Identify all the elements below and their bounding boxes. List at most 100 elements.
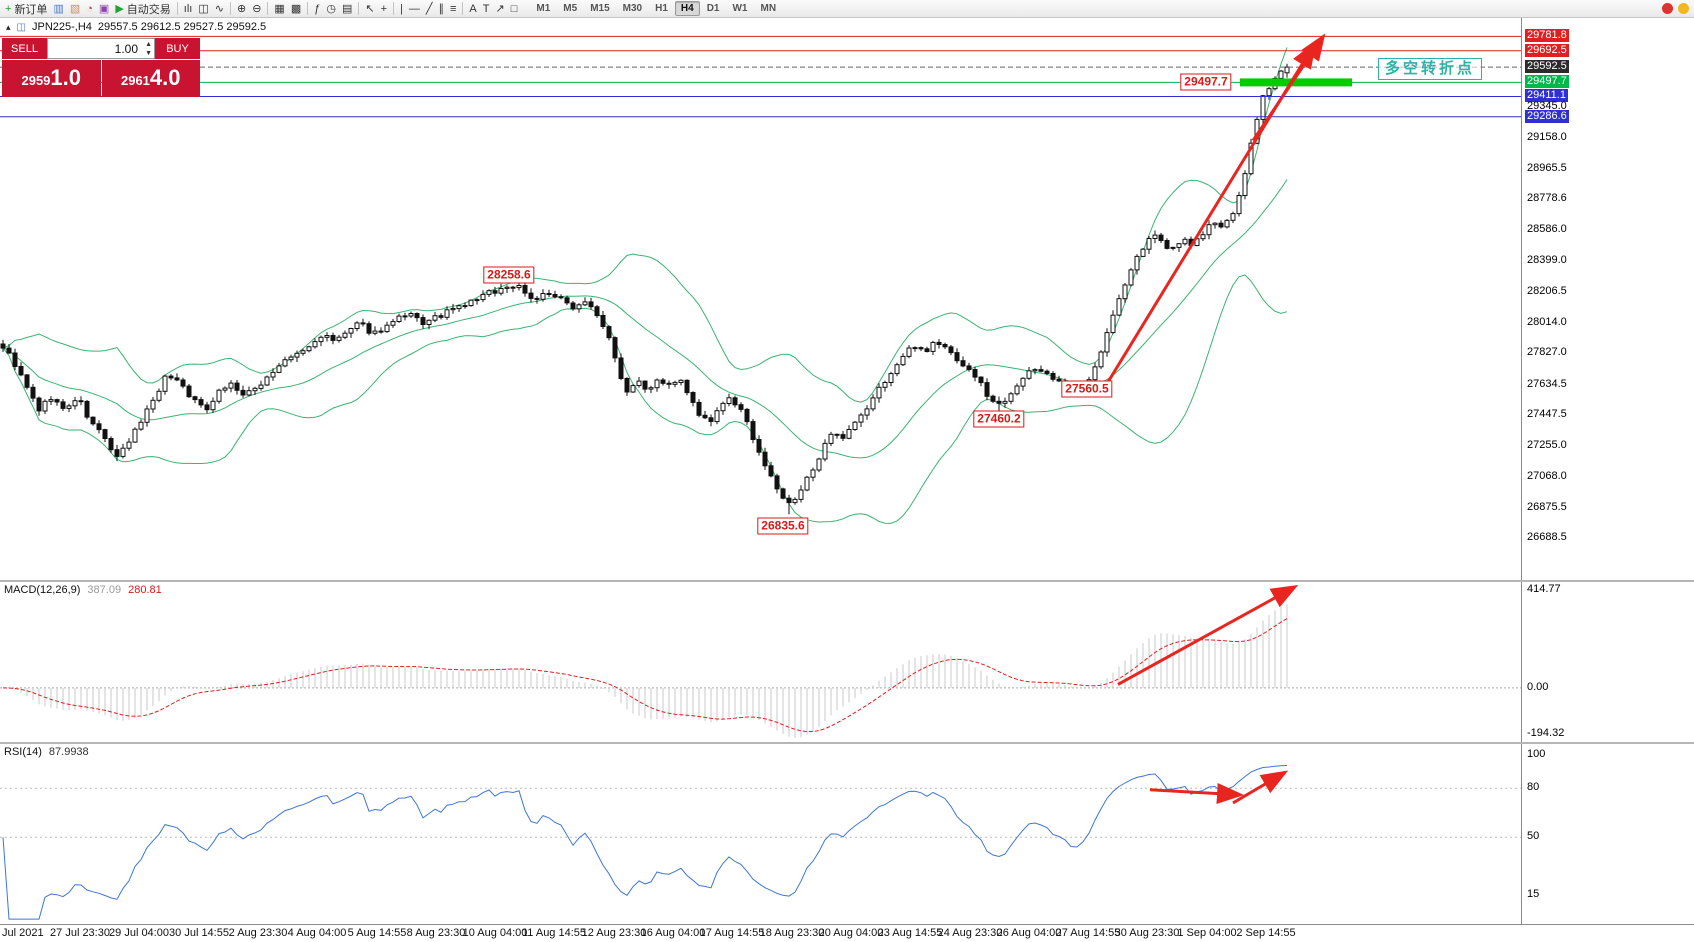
time-axis-label: 27 Aug 14:55	[1055, 927, 1121, 939]
time-axis-label: Jul 2021	[2, 927, 44, 939]
status-yellow-icon[interactable]	[1678, 3, 1689, 14]
status-icons	[1662, 3, 1689, 14]
time-axis-label: 11 Aug 14:55	[521, 927, 587, 939]
buy-button[interactable]: BUY	[155, 38, 200, 59]
one-click-trading-toggle-icon[interactable]: ▴	[6, 22, 11, 32]
sell-price-button[interactable]: 2959 1.0	[2, 60, 101, 97]
price-flag-27460.2[interactable]: 27460.2	[973, 410, 1025, 428]
timeframe-m15-button[interactable]: M15	[590, 3, 610, 14]
timeframe-m5-button[interactable]: M5	[563, 3, 578, 14]
mailbox-icon[interactable]: ▣	[96, 1, 112, 17]
zoom-in-icon[interactable]: ⊕	[234, 1, 249, 17]
toolbar-separator	[307, 2, 309, 15]
macd-scale-label: 0.00	[1527, 681, 1549, 693]
macd-panel[interactable]: MACD(12,26,9) 387.09 280.81	[0, 582, 1521, 742]
line-chart-mode-icon[interactable]: ∿	[212, 1, 227, 17]
auto-trading-button[interactable]: ▶ 自动交易	[112, 1, 173, 17]
price-flag-28258.6[interactable]: 28258.6	[483, 266, 535, 284]
cursor-icon: ↖	[365, 2, 375, 15]
candlestick-mode-icon[interactable]: ◫	[195, 1, 211, 17]
price-chart-panel[interactable]: ▴ ◫ JPN225-,H4 29557.5 29612.5 29527.5 2…	[0, 18, 1521, 580]
toolbar-separator	[176, 2, 178, 15]
crosshair-icon: +	[380, 2, 388, 15]
bar-chart-mode-icon: ılı	[183, 2, 193, 15]
macd-indicator-name: MACD(12,26,9)	[4, 584, 81, 596]
axis-level-label: 29411.1	[1525, 89, 1568, 102]
new-order-button[interactable]: + 新订单	[2, 1, 50, 17]
time-axis-label: 30 Aug 23:30	[1114, 927, 1180, 939]
cursor-icon[interactable]: ↖	[362, 1, 377, 17]
sell-button[interactable]: SELL	[2, 38, 47, 59]
time-axis-label: 16 Aug 04:00	[640, 927, 706, 939]
buy-price-button[interactable]: 2961 4.0	[101, 60, 200, 97]
text-icon[interactable]: A	[466, 1, 479, 17]
charts-icon[interactable]: ▥	[50, 1, 66, 17]
timeframe-h4-button[interactable]: H4	[674, 1, 700, 16]
volume-stepper[interactable]: ▲ ▼	[145, 40, 152, 58]
volume-input[interactable]: 1.00 ▲ ▼	[47, 38, 155, 59]
time-axis-label: 23 Aug 14:55	[877, 927, 943, 939]
price-flag-29497.7[interactable]: 29497.7	[1180, 73, 1232, 91]
shapes-icon[interactable]: □	[508, 1, 521, 17]
time-axis[interactable]: Jul 2021 27 Jul 23:30 29 Jul 04:00 30 Jul 1…	[0, 924, 1694, 942]
profiles-icon[interactable]: ▧	[67, 1, 83, 17]
zoom-out-icon[interactable]: ⊖	[249, 1, 264, 17]
arrows-icon[interactable]: ↗	[493, 1, 508, 17]
tile-windows-icon[interactable]: ▦	[271, 1, 287, 17]
cascade-windows-icon[interactable]: ▩	[288, 1, 304, 17]
symbol-period-label: JPN225-,H4	[31, 21, 92, 33]
toolbar: + 新订单 ▥ ▧ ◔ ▣ ▶ 自动交易 ılı ◫ ∿ ⊕ ⊖ ▦ ▩ ƒ ◷ ▤ ↖ + | — ╱ ∥ ≡ A T ↗ □ M1 M…	[0, 0, 1694, 18]
timeframe-m1-button[interactable]: M1	[536, 3, 551, 14]
timeframe-h1-button[interactable]: H1	[655, 3, 668, 14]
indicators-icon: ƒ	[314, 2, 321, 15]
axis-level-label: 29592.5	[1525, 60, 1569, 73]
axis-price-label: 28778.6	[1527, 192, 1567, 204]
price-chart-canvas[interactable]	[0, 18, 1521, 580]
bar-chart-mode-icon[interactable]: ılı	[181, 1, 196, 17]
axis-price-label: 28586.0	[1527, 223, 1567, 235]
macd-canvas[interactable]	[0, 582, 1521, 742]
toolbar-separator	[393, 2, 395, 15]
channel-icon[interactable]: ∥	[436, 1, 448, 17]
text-icon: A	[469, 2, 477, 15]
trendline-icon[interactable]: ╱	[423, 1, 436, 17]
turning-point-annotation[interactable]: 多空转折点	[1378, 58, 1483, 80]
zoom-in-icon: ⊕	[236, 2, 247, 15]
panel-splitter[interactable]	[0, 580, 1694, 582]
panel-splitter[interactable]	[0, 742, 1694, 744]
crosshair-icon[interactable]: +	[378, 1, 390, 17]
horizontal-line-icon: —	[408, 2, 420, 15]
volume-up-icon[interactable]: ▲	[145, 41, 152, 48]
rsi-canvas[interactable]	[0, 744, 1521, 924]
horizontal-line-icon[interactable]: —	[406, 1, 423, 17]
timeframe-d1-button[interactable]: D1	[706, 3, 720, 14]
time-axis-label: 24 Aug 23:30	[937, 927, 1003, 939]
trendline-icon: ╱	[425, 2, 433, 15]
timeframe-w1-button[interactable]: W1	[732, 3, 748, 14]
quote-bar: ▴ ◫ JPN225-,H4 29557.5 29612.5 29527.5 2…	[6, 21, 266, 33]
time-axis-label: 18 Aug 23:30	[759, 927, 825, 939]
text-label-icon[interactable]: T	[480, 1, 493, 17]
axis-price-label: 26875.5	[1527, 501, 1567, 513]
timeframe-m30-button[interactable]: M30	[622, 3, 643, 14]
price-flag-26835.6[interactable]: 26835.6	[757, 517, 809, 535]
templates-icon[interactable]: ▤	[339, 1, 355, 17]
periods-icon[interactable]: ◷	[323, 1, 339, 17]
rsi-indicator-name: RSI(14)	[4, 746, 42, 758]
timeframe-mn-button[interactable]: MN	[760, 3, 777, 14]
alerts-icon[interactable]: ◔	[83, 1, 96, 17]
axis-price-label: 28965.5	[1527, 162, 1567, 174]
axis-price-label: 29158.0	[1527, 131, 1567, 143]
volume-down-icon[interactable]: ▼	[145, 50, 152, 57]
arrows-icon: ↗	[495, 2, 505, 15]
axis-price-label: 27634.5	[1527, 378, 1567, 390]
price-axis[interactable]: 29781.8 29692.5 29592.5 29497.7 29411.1 29286…	[1521, 18, 1694, 941]
price-flag-27560.5[interactable]: 27560.5	[1061, 380, 1113, 398]
zoom-out-icon: ⊖	[252, 2, 262, 15]
fibonacci-icon[interactable]: ≡	[447, 1, 459, 17]
vertical-line-icon[interactable]: |	[397, 1, 406, 17]
indicators-icon[interactable]: ƒ	[311, 1, 323, 17]
rsi-panel[interactable]: RSI(14) 87.9938	[0, 744, 1521, 924]
status-red-icon[interactable]	[1662, 3, 1673, 14]
macd-signal-value: 280.81	[128, 584, 162, 596]
